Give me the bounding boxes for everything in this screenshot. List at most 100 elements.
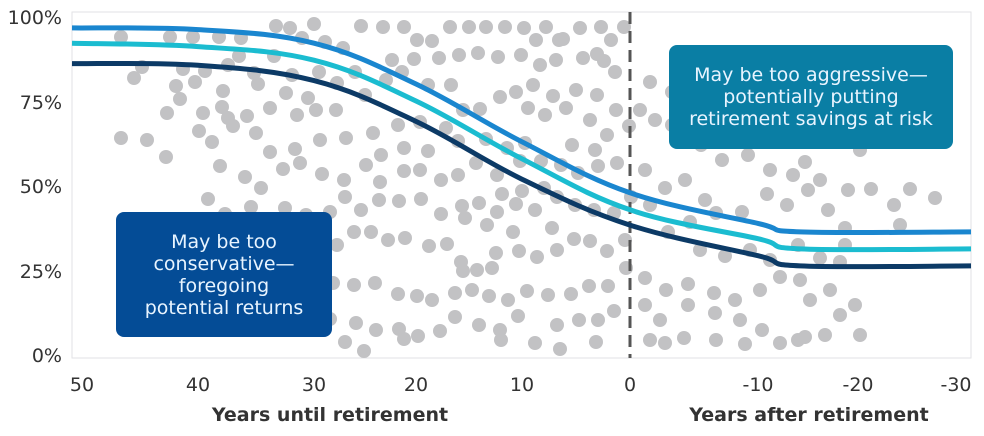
scatter-dot — [511, 309, 525, 323]
scatter-dot — [607, 304, 621, 318]
scatter-dot — [376, 20, 390, 34]
scatter-dot — [658, 181, 672, 195]
scatter-dot — [472, 318, 486, 332]
scatter-dot — [786, 168, 800, 182]
scatter-dot — [114, 131, 128, 145]
scatter-dot — [448, 286, 462, 300]
scatter-dot — [591, 159, 605, 173]
scatter-dot — [509, 85, 523, 99]
scatter-dot — [434, 173, 448, 187]
scatter-dot — [528, 336, 542, 350]
scatter-dot — [903, 182, 917, 196]
callout-aggressive-line-3: retirement savings at risk — [689, 108, 933, 130]
scatter-dot — [205, 135, 219, 149]
scatter-dot — [530, 250, 544, 264]
scatter-dot — [444, 78, 458, 92]
scatter-dot — [601, 279, 615, 293]
scatter-dot — [780, 198, 794, 212]
scatter-dot — [244, 200, 258, 214]
scatter-dot — [279, 86, 293, 100]
scatter-dot — [337, 173, 351, 187]
scatter-dot — [529, 33, 543, 47]
scatter-dot — [369, 323, 383, 337]
scatter-dot — [313, 133, 327, 147]
scatter-dot — [818, 328, 832, 342]
scatter-dot — [397, 332, 411, 346]
scatter-dot — [425, 34, 439, 48]
scatter-dot — [372, 193, 386, 207]
scatter-dot — [552, 33, 566, 47]
scatter-dot — [550, 243, 564, 257]
scatter-dot — [238, 170, 252, 184]
scatter-dot — [887, 198, 901, 212]
scatter-dot — [434, 207, 448, 221]
scatter-dot — [638, 163, 652, 177]
callout-conservative-line-3: foregoing — [178, 274, 270, 297]
scatter-dot — [381, 233, 395, 247]
x-axis-label-after-retirement: Years after retirement — [689, 404, 929, 426]
scatter-dot — [583, 234, 597, 248]
scatter-dot — [339, 131, 353, 145]
scatter-dot — [681, 298, 695, 312]
scatter-dot — [567, 232, 581, 246]
scatter-dot — [480, 218, 494, 232]
scatter-dot — [841, 183, 855, 197]
scatter-dot — [520, 284, 534, 298]
scatter-dot — [741, 148, 755, 162]
scatter-dot — [653, 313, 667, 327]
scatter-dot — [186, 30, 200, 44]
scatter-dot — [455, 199, 469, 213]
y-tick-75: 75% — [19, 92, 62, 114]
scatter-dot — [609, 103, 623, 117]
scatter-dot — [763, 163, 777, 177]
scatter-dot — [397, 164, 411, 178]
scatter-dot — [283, 21, 297, 35]
scatter-dot — [312, 65, 326, 79]
scatter-dot — [433, 324, 447, 338]
scatter-dot — [718, 249, 732, 263]
scatter-dot — [793, 273, 807, 287]
scatter-dot — [485, 261, 499, 275]
scatter-dot — [491, 50, 505, 64]
scatter-dot — [709, 333, 723, 347]
callout-conservative-line-1: May be too — [171, 230, 277, 253]
scatter-dot — [600, 244, 614, 258]
scatter-dot — [278, 201, 292, 215]
x-tick-neg20: -20 — [842, 374, 874, 396]
scatter-dot — [597, 54, 611, 68]
scatter-dot — [421, 144, 435, 158]
scatter-dot — [583, 113, 597, 127]
scatter-dot — [397, 20, 411, 34]
scatter-dot — [528, 203, 542, 217]
scatter-dot — [833, 308, 847, 322]
scatter-dot — [517, 21, 531, 35]
scatter-dot — [591, 313, 605, 327]
scatter-dot — [594, 20, 608, 34]
scatter-dot — [354, 203, 368, 217]
scatter-dot — [658, 336, 672, 350]
scatter-dot — [374, 148, 388, 162]
scatter-dot — [462, 20, 476, 34]
scatter-dot — [633, 103, 647, 117]
scatter-dot — [893, 218, 907, 232]
scatter-dot — [617, 20, 631, 34]
scatter-dot — [678, 173, 692, 187]
scatter-dot — [160, 106, 174, 120]
scatter-dot — [127, 71, 141, 85]
scatter-dot — [698, 193, 712, 207]
scatter-dot — [512, 244, 526, 258]
scatter-dot — [541, 288, 555, 302]
scatter-dot — [269, 19, 283, 33]
scatter-dot — [715, 153, 729, 167]
scatter-dot — [347, 225, 361, 239]
scatter-dot — [928, 191, 942, 205]
scatter-dot — [307, 17, 321, 31]
scatter-dot — [681, 277, 695, 291]
scatter-dot — [364, 225, 378, 239]
scatter-dot — [693, 243, 707, 257]
x-tick-40: 40 — [185, 374, 211, 396]
scatter-dot — [349, 316, 363, 330]
scatter-dot — [276, 162, 290, 176]
scatter-dot — [659, 283, 673, 297]
scatter-dot — [498, 20, 512, 34]
